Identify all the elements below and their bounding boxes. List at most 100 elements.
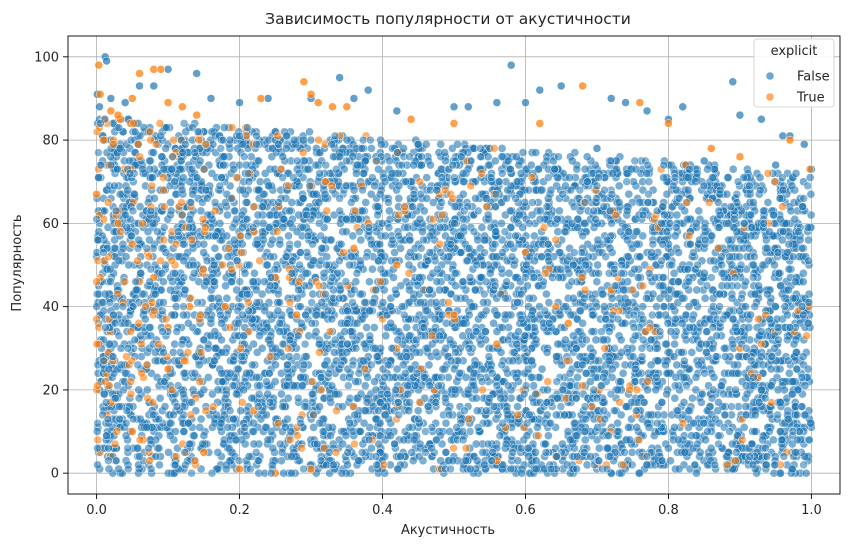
data-point-false <box>409 456 418 465</box>
data-point-false <box>625 435 635 445</box>
data-point-false <box>165 418 175 428</box>
data-point-false <box>504 269 514 278</box>
data-point-false <box>361 406 370 415</box>
data-point-false <box>359 356 368 366</box>
data-point-false <box>776 427 785 436</box>
data-point-false <box>453 140 462 149</box>
data-point-false <box>151 289 160 299</box>
data-point-false <box>300 402 310 411</box>
data-point-false <box>587 352 596 361</box>
data-point-false <box>418 227 427 236</box>
data-point-false <box>531 456 541 465</box>
data-point-false <box>254 185 263 195</box>
data-point-false <box>464 385 473 395</box>
data-point-false <box>459 169 468 178</box>
data-point-false <box>723 173 733 182</box>
data-point-false <box>342 214 351 224</box>
data-point-false <box>416 298 425 307</box>
data-point-false <box>608 364 617 374</box>
data-point-false <box>537 364 547 374</box>
data-point-false <box>238 185 248 195</box>
data-point-false <box>189 431 199 440</box>
data-point-false <box>666 456 675 465</box>
data-point-false <box>460 294 470 303</box>
data-point-false <box>221 281 230 291</box>
data-point-false <box>93 460 102 470</box>
data-point-false <box>343 460 352 470</box>
data-point-false <box>268 443 278 453</box>
data-point-false <box>728 164 738 174</box>
data-point-false <box>314 198 324 207</box>
data-point-false <box>143 385 152 395</box>
data-point-false <box>438 364 448 374</box>
data-point-false <box>302 352 311 361</box>
data-point-false <box>422 173 431 182</box>
data-point-false <box>396 244 405 253</box>
data-point-false <box>749 198 758 207</box>
data-point-false <box>480 460 489 470</box>
data-point-false <box>700 223 709 232</box>
data-point-false <box>558 439 567 449</box>
data-point-false <box>552 410 561 420</box>
data-point-false <box>222 294 232 303</box>
data-point-false <box>492 310 502 320</box>
data-point-false <box>561 335 570 345</box>
data-point-false <box>159 164 169 174</box>
data-point-false <box>513 402 522 411</box>
data-point-false <box>223 252 233 261</box>
data-point-false <box>284 231 293 241</box>
data-point-false <box>160 402 170 411</box>
data-point-false <box>194 360 204 370</box>
data-point-false <box>669 269 679 278</box>
data-point-false <box>179 256 188 266</box>
data-point-false <box>206 331 216 341</box>
data-point-false <box>217 319 226 328</box>
data-point-false <box>531 335 541 345</box>
data-point-false <box>580 427 590 436</box>
data-point-false <box>630 264 639 274</box>
data-point-false <box>568 156 577 166</box>
data-point-false <box>479 298 488 307</box>
data-point-false <box>285 352 294 361</box>
data-point-false <box>386 431 395 440</box>
data-point-false <box>565 369 575 378</box>
data-point-false <box>350 410 360 420</box>
data-point-false <box>497 152 507 161</box>
data-point-false <box>204 373 213 382</box>
data-point-false <box>268 235 277 245</box>
data-point-false <box>284 373 293 382</box>
data-point-false <box>392 364 402 374</box>
data-point-false <box>484 160 493 170</box>
data-point-false <box>688 393 697 403</box>
data-point-false <box>134 393 144 403</box>
data-point-false <box>709 373 719 382</box>
data-point-false <box>121 252 131 261</box>
data-point-false <box>415 214 425 224</box>
data-point-false <box>247 393 257 403</box>
data-point-false <box>803 364 813 374</box>
data-point-false <box>275 239 285 249</box>
data-point-false <box>525 294 534 303</box>
data-point-false <box>806 189 816 199</box>
data-point-false <box>624 423 633 432</box>
data-point-false <box>146 331 156 341</box>
data-point-false <box>199 248 208 257</box>
data-point-false <box>293 294 302 303</box>
data-point-false <box>594 443 604 453</box>
data-point-false <box>592 277 602 286</box>
data-point-false <box>402 323 411 332</box>
data-point-false <box>306 135 316 145</box>
data-point-false <box>582 152 592 161</box>
data-point-false <box>366 189 376 199</box>
data-point-false <box>477 223 487 232</box>
data-point-false <box>403 389 413 399</box>
data-point-false <box>359 169 368 178</box>
data-point-false <box>203 344 213 353</box>
data-point-false <box>670 393 680 403</box>
data-point-false <box>481 327 490 336</box>
data-point-false <box>722 452 732 461</box>
data-point-false <box>662 189 672 199</box>
data-point-false <box>674 248 683 257</box>
data-point-false <box>729 360 739 370</box>
data-point-false <box>114 256 124 266</box>
